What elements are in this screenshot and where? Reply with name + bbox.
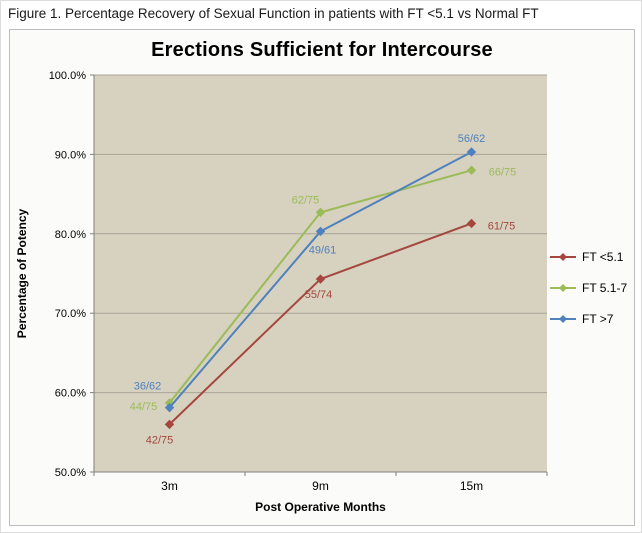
x-axis-title: Post Operative Months <box>255 500 386 514</box>
y-tick-label: 70.0% <box>55 308 86 320</box>
data-label: 42/75 <box>146 434 174 446</box>
data-label: 36/62 <box>134 381 162 393</box>
legend-label: FT <5.1 <box>582 249 624 264</box>
y-axis-title: Percentage of Potency <box>15 208 29 338</box>
legend-label: FT 5.1-7 <box>582 280 628 295</box>
legend-item: FT 5.1-7 <box>550 280 627 295</box>
series-marker <box>466 147 477 157</box>
y-tick-label: 60.0% <box>55 388 86 400</box>
series-marker <box>164 402 175 413</box>
figure-caption: Figure 1. Percentage Recovery of Sexual … <box>8 6 539 21</box>
legend-item: FT >7 <box>550 311 627 326</box>
legend-label: FT >7 <box>582 311 614 326</box>
series-marker <box>315 207 326 218</box>
x-tick-label: 9m <box>312 479 329 493</box>
chart: 50.0% 60.0% 70.0% 80.0% 90.0% 100.0% 3m 9m 15m 42… <box>9 29 635 526</box>
data-label: 55/74 <box>305 289 333 301</box>
x-tick-label: 3m <box>161 479 178 493</box>
data-label: 44/75 <box>130 401 158 413</box>
legend-swatch <box>550 283 576 292</box>
data-label: 62/75 <box>292 194 320 206</box>
data-label: 66/75 <box>489 166 517 178</box>
series-marker <box>315 226 326 237</box>
plot-area: 50.0% 60.0% 70.0% 80.0% 90.0% 100.0% 3m 9m 15m 42… <box>15 70 548 514</box>
y-tick-label: 100.0% <box>49 70 87 82</box>
legend-marker <box>559 314 567 323</box>
y-tick-label: 80.0% <box>55 229 86 241</box>
series-marker <box>466 165 477 175</box>
y-tick-label: 90.0% <box>55 149 86 161</box>
series-marker <box>466 218 477 229</box>
series-marker <box>315 274 326 284</box>
legend-swatch <box>550 252 576 261</box>
y-tick-label: 50.0% <box>55 467 86 479</box>
chart-legend: FT <5.1 FT 5.1-7 FT >7 <box>550 249 627 326</box>
chart-title: Erections Sufficient for Intercourse <box>151 39 493 61</box>
x-tick-label: 15m <box>460 479 483 493</box>
legend-swatch <box>550 314 576 323</box>
legend-marker <box>559 252 567 261</box>
legend-marker <box>559 283 567 292</box>
data-label: 49/61 <box>309 244 337 256</box>
series-marker <box>164 419 175 430</box>
data-label: 56/62 <box>458 133 486 145</box>
legend-item: FT <5.1 <box>550 249 627 264</box>
data-label: 61/75 <box>488 220 516 232</box>
